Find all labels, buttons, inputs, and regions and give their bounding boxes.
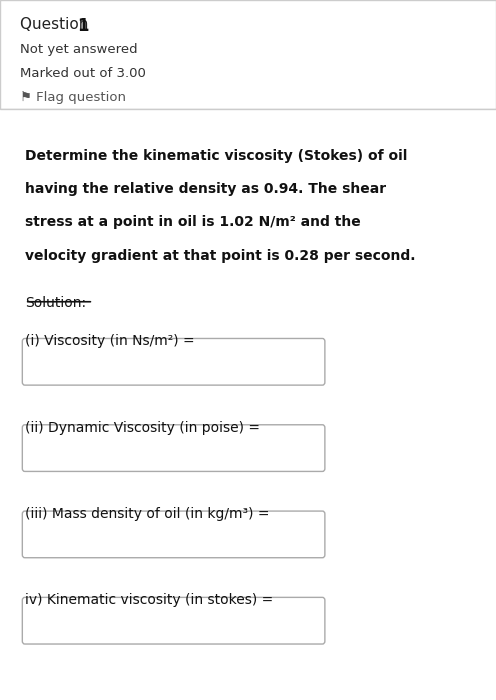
FancyBboxPatch shape xyxy=(22,339,325,385)
Text: Marked out of 3.00: Marked out of 3.00 xyxy=(20,67,146,80)
Text: Solution:: Solution: xyxy=(25,297,86,311)
Text: having the relative density as 0.94. The shear: having the relative density as 0.94. The… xyxy=(25,182,386,196)
Text: Determine the kinematic viscosity (Stokes) of oil: Determine the kinematic viscosity (Stoke… xyxy=(25,149,407,163)
FancyBboxPatch shape xyxy=(22,425,325,471)
Text: ⚑ Flag question: ⚑ Flag question xyxy=(20,91,126,104)
Text: 1: 1 xyxy=(77,18,88,36)
FancyBboxPatch shape xyxy=(22,597,325,644)
Text: Not yet answered: Not yet answered xyxy=(20,43,137,57)
Text: iv) Kinematic viscosity (in stokes) =: iv) Kinematic viscosity (in stokes) = xyxy=(25,594,273,608)
Text: stress at a point in oil is 1.02 N/m² and the: stress at a point in oil is 1.02 N/m² an… xyxy=(25,216,361,230)
FancyBboxPatch shape xyxy=(22,511,325,558)
Text: velocity gradient at that point is 0.28 per second.: velocity gradient at that point is 0.28 … xyxy=(25,248,415,262)
Text: Question: Question xyxy=(20,18,93,32)
Text: (i) Viscosity (in Ns/m²) =: (i) Viscosity (in Ns/m²) = xyxy=(25,335,194,349)
Text: (iii) Mass density of oil (in kg/m³) =: (iii) Mass density of oil (in kg/m³) = xyxy=(25,507,269,521)
Text: (ii) Dynamic Viscosity (in poise) =: (ii) Dynamic Viscosity (in poise) = xyxy=(25,421,260,435)
